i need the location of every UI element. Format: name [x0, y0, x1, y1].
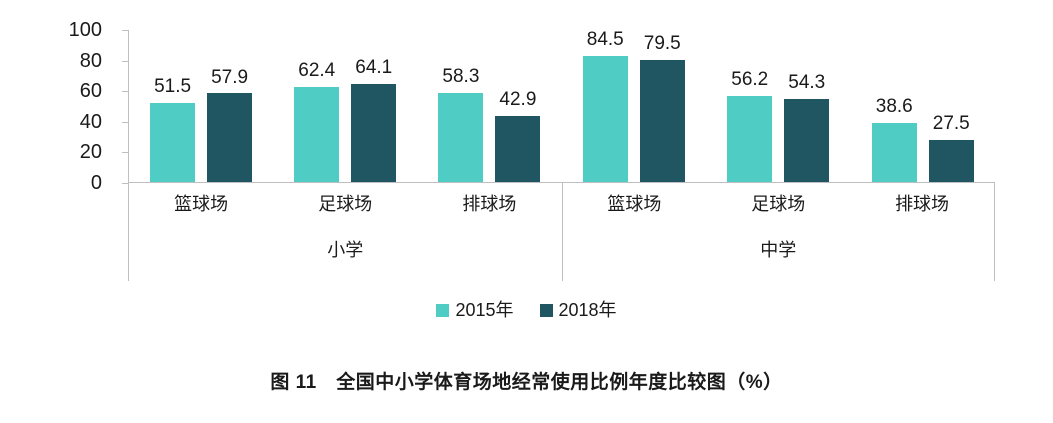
group-label-area: 篮球场 足球场 排球场小学 — [128, 183, 562, 281]
category-label: 篮球场 — [607, 194, 662, 214]
bar — [784, 98, 830, 182]
group-name-row: 小学 — [129, 223, 562, 281]
category-cluster: 51.5 57.9 — [129, 30, 273, 182]
y-axis-tick-label: 100 — [68, 19, 102, 41]
legend-swatch — [539, 303, 553, 317]
legend-item: 2018年 — [539, 300, 617, 320]
bar-value-label: 64.1 — [355, 57, 393, 79]
category-label: 足球场 — [751, 194, 806, 214]
bar — [928, 139, 974, 182]
category-cluster: 38.6 27.5 — [851, 30, 996, 182]
bar-value-label: 58.3 — [442, 65, 480, 87]
bar — [438, 92, 484, 182]
category-labels-row: 篮球场 足球场 排球场 — [129, 183, 562, 223]
bar-column: 54.3 — [784, 30, 830, 182]
y-axis-tick-mark — [122, 91, 128, 93]
category-cluster: 62.4 64.1 — [273, 30, 417, 182]
y-axis-tick-label: 80 — [79, 49, 102, 72]
y-axis-tick-mark — [122, 60, 128, 62]
bar-value-label: 42.9 — [499, 89, 537, 111]
group-name-label: 中学 — [760, 240, 797, 260]
group-bars: 51.5 57.9 62.4 64.1 58.3 42.9 — [128, 30, 562, 183]
bar-column: 62.4 — [294, 30, 340, 182]
bar-column: 27.5 — [928, 30, 974, 182]
bar-value-label: 62.4 — [298, 59, 336, 81]
legend-label: 2015年 — [455, 300, 514, 320]
group-name-row: 中学 — [563, 223, 995, 281]
bar-value-label: 56.2 — [731, 69, 769, 91]
legend-label: 2018年 — [558, 300, 617, 320]
y-axis: 0 20 40 60 80 100 — [0, 20, 128, 193]
category-label: 足球场 — [318, 194, 373, 214]
group-bars: 84.5 79.5 56.2 54.3 38.6 27.5 — [561, 29, 996, 183]
bar-column: 64.1 — [351, 30, 397, 182]
bar-value-label: 51.5 — [154, 76, 192, 98]
bar-column: 42.9 — [495, 30, 541, 182]
figure-caption: 图 11 全国中小学体育场地经常使用比例年度比较图（%） — [270, 372, 783, 393]
y-axis-tick-mark — [122, 152, 128, 154]
bar — [495, 116, 541, 182]
legend: 2015年 2018年 — [0, 299, 1053, 321]
category-label: 排球场 — [895, 194, 950, 214]
bar-value-label: 27.5 — [932, 113, 970, 135]
category-cluster: 58.3 42.9 — [417, 30, 561, 182]
category-label: 篮球场 — [174, 194, 229, 214]
bar-value-label: 54.3 — [788, 72, 826, 94]
group-label-area: 篮球场 足球场 排球场中学 — [561, 183, 995, 281]
bar — [871, 122, 917, 182]
legend-item: 2015年 — [436, 300, 514, 320]
bar — [727, 96, 773, 182]
group: 51.5 57.9 62.4 64.1 58.3 42.9 篮球场 足球场 排球场小学 — [128, 30, 562, 281]
bar-column: 51.5 — [150, 30, 196, 182]
y-axis-tick-label: 20 — [79, 141, 102, 164]
y-axis-tick-mark — [122, 121, 128, 123]
bar-column: 58.3 — [438, 30, 484, 182]
bar-value-label: 84.5 — [586, 29, 624, 50]
bar-column: 57.9 — [207, 30, 253, 182]
bar — [207, 93, 253, 182]
y-axis-tick-label: 60 — [79, 80, 102, 103]
bar-column: 38.6 — [871, 30, 917, 182]
bar — [351, 83, 397, 182]
category-label: 排球场 — [462, 194, 517, 214]
bar — [294, 86, 340, 182]
group: 84.5 79.5 56.2 54.3 38.6 27.5 篮球场 足球场 排球场中学 — [561, 29, 996, 281]
group-name-label: 小学 — [327, 240, 364, 260]
bar-column: 56.2 — [727, 30, 773, 182]
category-cluster: 56.2 54.3 — [706, 30, 851, 182]
bar-value-label: 38.6 — [875, 96, 913, 118]
y-axis-tick-mark — [122, 183, 128, 184]
bar — [150, 103, 196, 182]
category-labels-row: 篮球场 足球场 排球场 — [563, 183, 995, 223]
bar-column: 79.5 — [639, 30, 685, 182]
bar — [639, 60, 685, 182]
category-cluster: 84.5 79.5 — [562, 29, 707, 182]
bar-value-label: 57.9 — [211, 66, 249, 88]
y-axis-tick-label: 0 — [90, 172, 102, 194]
legend-swatch — [436, 303, 450, 317]
bar-column: 84.5 — [582, 29, 628, 182]
bar-value-label: 79.5 — [643, 33, 681, 55]
y-axis-tick-mark — [122, 30, 128, 31]
bar — [582, 55, 628, 182]
plot-area: 51.5 57.9 62.4 64.1 58.3 42.9 篮球场 足球场 排球场小学 84.5 7… — [128, 29, 996, 281]
y-axis-tick-label: 40 — [79, 110, 102, 133]
bar-chart: 0 20 40 60 80 100 51.5 57.9 62.4 64.1 58.3 42.9 篮球场… — [0, 20, 1053, 281]
